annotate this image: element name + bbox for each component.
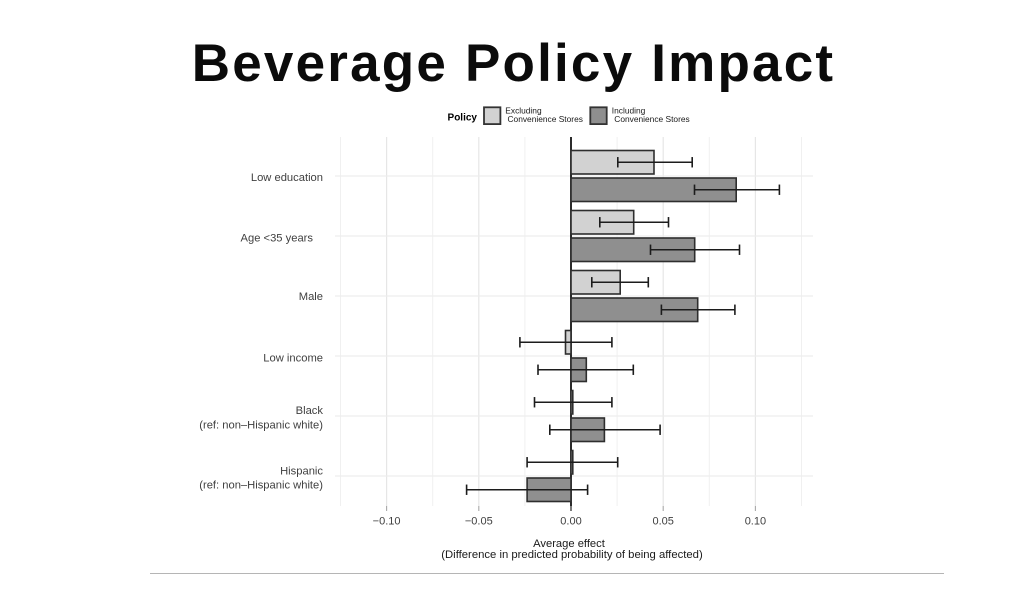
svg-text:(ref: non–Hispanic white): (ref: non–Hispanic white) <box>199 420 323 432</box>
svg-text:Age <35 years: Age <35 years <box>241 232 314 244</box>
svg-text:(Difference in predicted proba: (Difference in predicted probability of … <box>441 549 703 561</box>
svg-text:Convenience Stores: Convenience Stores <box>508 114 583 124</box>
svg-text:Average effect: Average effect <box>533 538 606 550</box>
svg-text:Convenience Stores: Convenience Stores <box>614 114 689 124</box>
svg-text:Including: Including <box>612 106 646 116</box>
svg-text:0.10: 0.10 <box>745 516 766 528</box>
svg-text:0.00: 0.00 <box>560 516 581 528</box>
svg-text:Policy: Policy <box>448 113 478 124</box>
svg-text:−0.10: −0.10 <box>373 516 401 528</box>
svg-text:Black: Black <box>296 405 324 417</box>
svg-text:−0.05: −0.05 <box>465 516 493 528</box>
svg-text:0.05: 0.05 <box>652 516 673 528</box>
svg-text:Low income: Low income <box>263 353 323 365</box>
svg-text:Excluding: Excluding <box>505 106 542 116</box>
svg-text:Male: Male <box>299 291 323 303</box>
svg-text:Low education: Low education <box>251 172 323 184</box>
svg-text:(ref: non–Hispanic white): (ref: non–Hispanic white) <box>199 480 323 492</box>
svg-text:Hispanic: Hispanic <box>280 465 323 477</box>
